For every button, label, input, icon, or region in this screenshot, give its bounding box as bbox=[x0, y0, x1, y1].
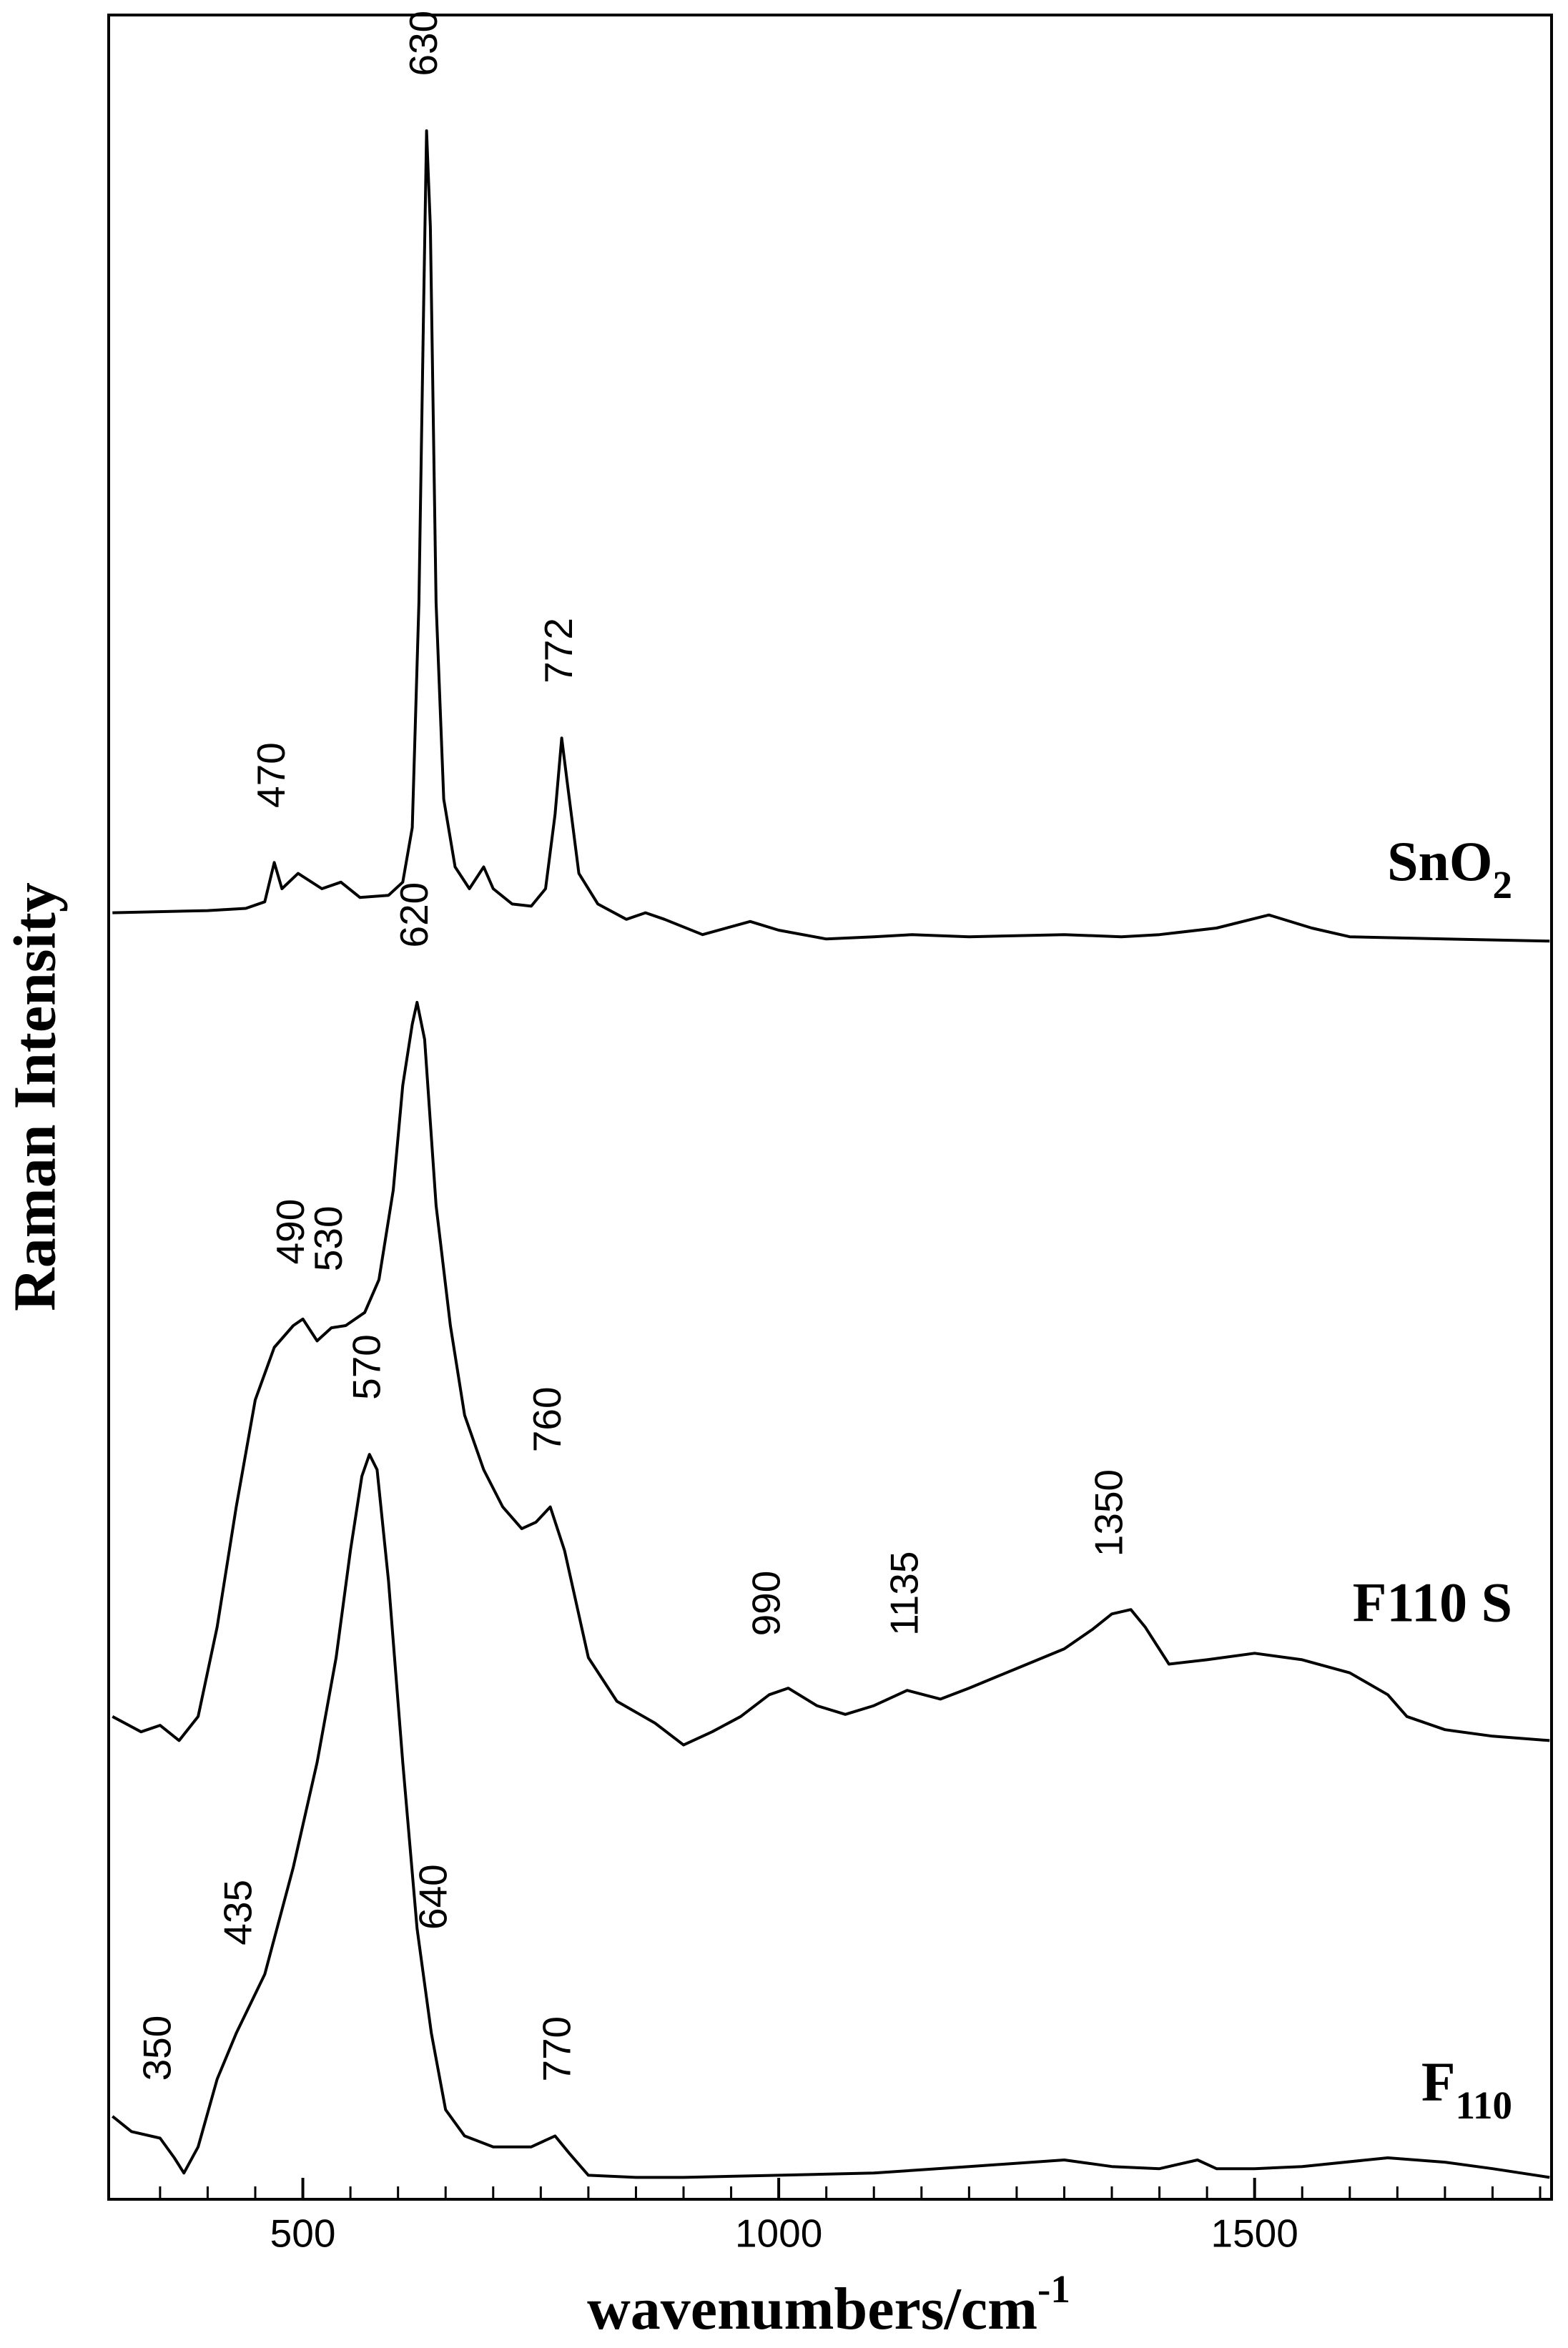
series-label: F110 S bbox=[1353, 1572, 1512, 1634]
peak-label: 630 bbox=[401, 11, 445, 77]
x-tick-label: 1000 bbox=[735, 2211, 822, 2256]
peak-label: 435 bbox=[216, 1880, 260, 1945]
plot-frame bbox=[107, 14, 1553, 2201]
peak-label: 1350 bbox=[1087, 1469, 1131, 1557]
peak-label: 770 bbox=[534, 2016, 578, 2082]
series-label: SnO2 bbox=[1387, 830, 1512, 907]
spectrum-line bbox=[112, 1453, 1550, 2179]
peak-label: 760 bbox=[525, 1386, 569, 1452]
peak-label: 530 bbox=[306, 1205, 350, 1271]
peak-label: 470 bbox=[249, 742, 293, 808]
series-label: F110 bbox=[1421, 2051, 1512, 2127]
peak-label: 570 bbox=[344, 1334, 388, 1400]
y-axis-label: Raman Intensity bbox=[1, 882, 68, 1311]
peak-label: 490 bbox=[268, 1199, 312, 1265]
spectrum-line bbox=[112, 129, 1550, 943]
peak-label: 990 bbox=[744, 1571, 788, 1637]
peak-label: 350 bbox=[134, 2016, 179, 2081]
peak-label: 620 bbox=[392, 882, 436, 948]
x-tick-label: 500 bbox=[270, 2211, 336, 2256]
peak-label: 640 bbox=[410, 1864, 455, 1930]
peak-label: 772 bbox=[536, 618, 581, 684]
spectrum-line bbox=[112, 1000, 1550, 1747]
peak-label: 1135 bbox=[882, 1552, 926, 1636]
x-tick-label: 1500 bbox=[1211, 2211, 1298, 2256]
x-axis-label: wavenumbers/cm-1 bbox=[587, 2267, 1070, 2342]
